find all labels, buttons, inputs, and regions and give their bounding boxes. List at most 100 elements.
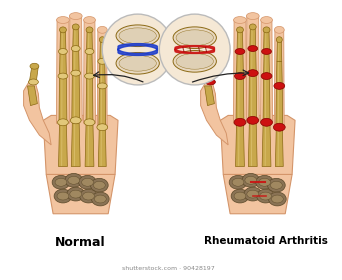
Ellipse shape	[119, 28, 156, 44]
Polygon shape	[46, 174, 115, 214]
Ellipse shape	[257, 189, 274, 203]
Ellipse shape	[56, 17, 69, 24]
Ellipse shape	[235, 48, 245, 54]
Polygon shape	[248, 123, 257, 167]
Polygon shape	[274, 30, 284, 127]
Ellipse shape	[98, 58, 107, 64]
Polygon shape	[83, 20, 95, 123]
Polygon shape	[275, 123, 283, 167]
Ellipse shape	[119, 55, 156, 71]
Polygon shape	[175, 46, 214, 50]
Ellipse shape	[176, 30, 213, 46]
Ellipse shape	[237, 27, 244, 33]
Ellipse shape	[58, 48, 67, 54]
Polygon shape	[223, 174, 292, 214]
Polygon shape	[220, 115, 295, 174]
Ellipse shape	[173, 50, 216, 72]
Ellipse shape	[97, 124, 108, 131]
Polygon shape	[60, 30, 66, 52]
Ellipse shape	[261, 17, 273, 24]
Ellipse shape	[246, 13, 259, 20]
Polygon shape	[43, 115, 118, 174]
Ellipse shape	[79, 175, 96, 189]
Polygon shape	[71, 123, 80, 167]
Polygon shape	[205, 86, 214, 106]
Ellipse shape	[30, 63, 39, 69]
Ellipse shape	[176, 53, 213, 69]
Ellipse shape	[274, 26, 284, 33]
Ellipse shape	[263, 27, 270, 33]
Text: Rheumatoid Arthritis: Rheumatoid Arthritis	[203, 236, 328, 246]
Ellipse shape	[83, 17, 95, 24]
Polygon shape	[207, 66, 215, 81]
Ellipse shape	[72, 24, 79, 30]
Ellipse shape	[232, 178, 244, 186]
Ellipse shape	[206, 79, 215, 85]
Ellipse shape	[247, 70, 258, 76]
Ellipse shape	[85, 48, 94, 54]
Polygon shape	[276, 61, 282, 86]
Polygon shape	[99, 86, 106, 127]
Polygon shape	[277, 40, 282, 61]
Polygon shape	[246, 16, 259, 120]
Ellipse shape	[94, 195, 106, 203]
Polygon shape	[249, 48, 256, 73]
Ellipse shape	[68, 176, 80, 184]
Polygon shape	[118, 48, 157, 55]
Polygon shape	[264, 52, 269, 76]
Polygon shape	[86, 76, 93, 122]
Polygon shape	[73, 27, 79, 48]
Ellipse shape	[70, 190, 82, 198]
Polygon shape	[237, 52, 244, 76]
Ellipse shape	[97, 83, 107, 89]
Polygon shape	[58, 123, 67, 167]
Polygon shape	[236, 123, 245, 167]
Polygon shape	[72, 48, 79, 73]
Ellipse shape	[276, 37, 282, 43]
Ellipse shape	[234, 118, 246, 126]
Ellipse shape	[99, 37, 105, 43]
Ellipse shape	[82, 178, 93, 186]
Polygon shape	[56, 20, 69, 123]
Ellipse shape	[272, 195, 283, 203]
Ellipse shape	[248, 46, 258, 52]
Polygon shape	[87, 52, 92, 76]
Ellipse shape	[116, 25, 159, 46]
Polygon shape	[59, 76, 67, 122]
Ellipse shape	[207, 63, 216, 69]
Ellipse shape	[54, 189, 72, 203]
Ellipse shape	[86, 27, 93, 33]
Text: Normal: Normal	[55, 236, 106, 249]
Ellipse shape	[231, 189, 249, 203]
Ellipse shape	[28, 79, 38, 85]
Text: shutterstock.com · 90428197: shutterstock.com · 90428197	[122, 266, 214, 271]
Ellipse shape	[57, 119, 68, 126]
Polygon shape	[72, 73, 80, 120]
Ellipse shape	[262, 48, 272, 54]
Ellipse shape	[259, 178, 271, 186]
Ellipse shape	[57, 192, 69, 200]
Polygon shape	[24, 81, 51, 145]
Polygon shape	[262, 123, 271, 167]
Ellipse shape	[60, 27, 66, 33]
Polygon shape	[276, 86, 283, 127]
Circle shape	[102, 14, 173, 85]
Ellipse shape	[116, 52, 159, 74]
Ellipse shape	[261, 73, 272, 80]
Ellipse shape	[58, 73, 68, 79]
Ellipse shape	[274, 83, 285, 89]
Polygon shape	[29, 66, 38, 81]
Polygon shape	[236, 76, 244, 122]
Ellipse shape	[173, 27, 216, 48]
Ellipse shape	[84, 73, 94, 79]
Polygon shape	[237, 30, 243, 52]
Ellipse shape	[271, 181, 282, 189]
Ellipse shape	[80, 189, 97, 203]
Ellipse shape	[244, 187, 262, 201]
Polygon shape	[97, 30, 107, 127]
Ellipse shape	[242, 173, 260, 187]
Polygon shape	[261, 20, 273, 123]
Ellipse shape	[65, 173, 83, 187]
Polygon shape	[201, 81, 228, 145]
Polygon shape	[98, 123, 106, 167]
